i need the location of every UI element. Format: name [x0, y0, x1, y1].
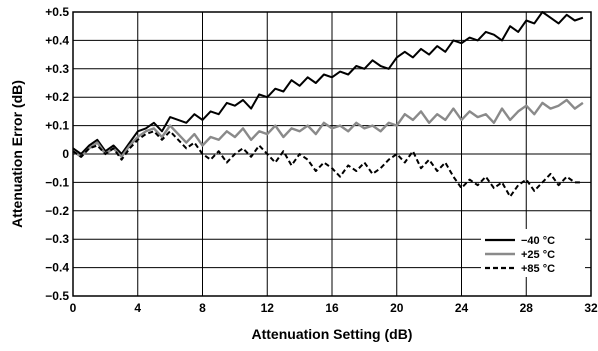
y-tick-label: 0 [62, 147, 69, 161]
x-tick-label: 28 [520, 301, 534, 315]
series-line-0 [72, 11, 584, 155]
x-tick-label: 12 [261, 301, 275, 315]
legend-label: +25 °C [521, 249, 555, 261]
y-tick-label: −0.3 [45, 232, 69, 246]
x-tick-label: 24 [455, 301, 469, 315]
series-line-1 [72, 98, 584, 159]
tick-labels: 0 4 8 12 16 20 24 28 32 +0.5 +0.4 +0.3 +0.2 +0.1 0 −0.1… [45, 5, 598, 315]
x-tick-label: 8 [199, 301, 206, 315]
y-tick-label: +0.2 [45, 90, 69, 104]
grid-lines [72, 11, 592, 297]
plot-frame [72, 11, 592, 297]
y-tick-label: +0.4 [45, 33, 69, 47]
y-tick-label: +0.5 [45, 5, 69, 19]
legend-label: −40 °C [521, 235, 555, 247]
y-tick-label: +0.3 [45, 62, 69, 76]
y-axis-label: Attenuation Error (dB) [9, 80, 25, 228]
y-tick-label: −0.5 [45, 289, 69, 303]
y-tick-label: +0.1 [45, 119, 69, 133]
y-tick-label: −0.2 [45, 204, 69, 218]
y-tick-label: −0.4 [45, 261, 69, 275]
series-line-2 [72, 130, 583, 198]
x-tick-label: 20 [390, 301, 404, 315]
x-tick-label: 32 [584, 301, 598, 315]
x-tick-label: 4 [134, 301, 141, 315]
x-tick-label: 16 [325, 301, 339, 315]
legend-label: +85 °C [521, 263, 555, 275]
y-tick-label: −0.1 [45, 175, 69, 189]
x-tick-label: 0 [70, 301, 77, 315]
legend: −40 °C +25 °C +85 °C [481, 229, 585, 277]
x-axis-label: Attenuation Setting (dB) [252, 326, 413, 342]
series-lines [72, 11, 584, 198]
